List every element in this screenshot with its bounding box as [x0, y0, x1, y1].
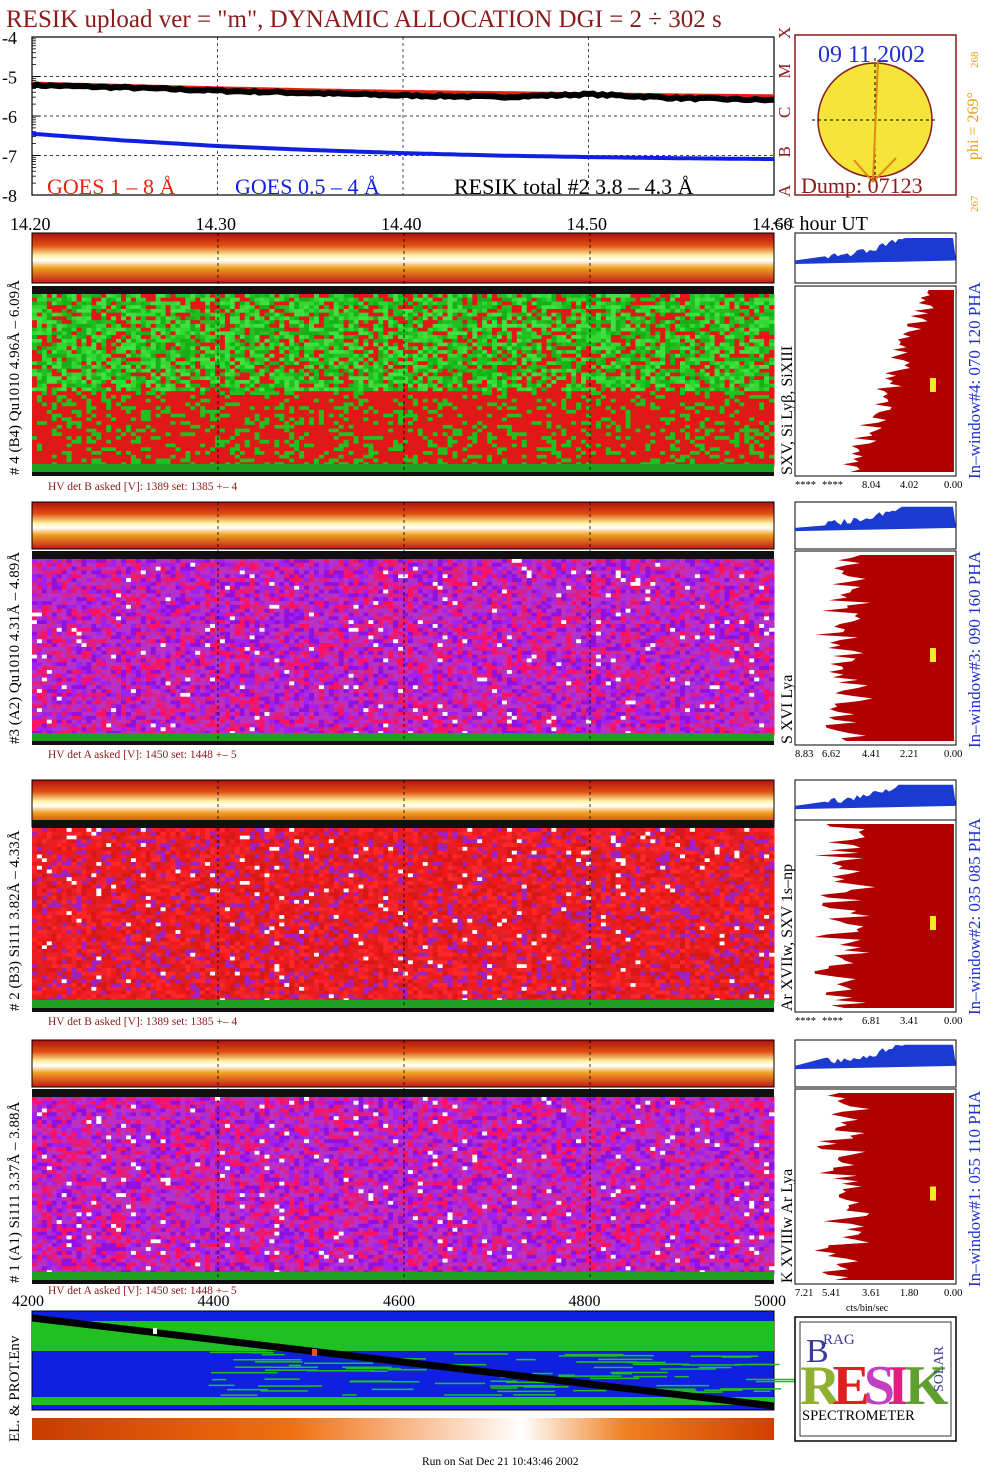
- y-tick-label: -5: [2, 68, 17, 88]
- channel-panel-ch2: HV det B asked [V]: 1389 set: 1385 +– 4 #…: [7, 780, 984, 1028]
- phi-angle-upper: 268: [969, 51, 981, 68]
- histogram-axis-label: 6.81: [862, 1016, 880, 1027]
- legend-goes-long: GOES 1 – 8 Å: [47, 174, 175, 199]
- window-marker: [930, 648, 936, 662]
- hv-status: HV det B asked [V]: 1389 set: 1385 +– 4: [48, 1016, 238, 1028]
- flare-class-label: A: [775, 184, 794, 197]
- in-window-label: In–window#1: 055 110 PHA: [965, 1090, 984, 1287]
- spectral-lines-label: S XVI Lya: [779, 675, 796, 744]
- histogram-axis-label: 4.41: [862, 749, 880, 760]
- histogram-axis-label: 5.41: [822, 1288, 840, 1299]
- histogram-axis-label: 6.62: [822, 749, 840, 760]
- x-axis-unit: << hour UT: [772, 213, 868, 235]
- channel-label: # 4 (B4) Qu1010 4.96Å – 6.09Å: [7, 280, 23, 475]
- histogram-axis-label: 0.00: [944, 1016, 962, 1027]
- x-tick-label: 14.50: [567, 214, 608, 234]
- run-timestamp: Run on Sat Dec 21 10:43:46 2002: [422, 1456, 579, 1468]
- bottom-x-tick-label: 4600: [383, 1293, 415, 1310]
- spectrogram-cells: [32, 1097, 775, 1275]
- histogram-axis-label: ****: [795, 1016, 816, 1027]
- sun-disk-panel: 09 11 2002 Dump: 07123 phi = 269° 268 26…: [795, 35, 982, 212]
- environment-label: EL. & PROT.Env: [7, 1335, 23, 1442]
- spectrogram-cells: [32, 294, 775, 467]
- flare-class-label: X: [775, 27, 794, 39]
- spectrogram-base-band: [32, 1272, 774, 1280]
- track-marker-white: [153, 1328, 157, 1334]
- phi-angle: phi = 269°: [965, 92, 982, 160]
- channel-panel-ch4: HV det B asked [V]: 1389 set: 1385 +– 4 #…: [7, 233, 984, 493]
- top-band-spectrogram: [32, 233, 774, 283]
- x-tick-label: 14.40: [381, 214, 422, 234]
- y-tick-label: -6: [2, 107, 17, 127]
- goes-lightcurve-panel: -4-5-6-7-814.20 14.30 14.40 14.50 14.60<< ho…: [2, 27, 868, 235]
- electron-band: [32, 1321, 774, 1351]
- top-band-spectrogram: [32, 1040, 774, 1087]
- histogram-axis-label: ****: [822, 480, 843, 491]
- in-window-label: In–window#3: 090 160 PHA: [965, 550, 984, 748]
- legend-goes-short: GOES 0.5 – 4 Å: [235, 174, 380, 199]
- histogram-axis-label: 2.21: [900, 749, 918, 760]
- x-tick-label: 14.30: [196, 214, 237, 234]
- histogram-axis-label: ****: [795, 480, 816, 491]
- particle-environment-panel: 4200 4400 4600 4800 5000 EL. & PROT.Env: [7, 1293, 808, 1442]
- bottom-x-tick-label: 4800: [569, 1293, 601, 1310]
- spectral-lines-label: Ar XVIIw, SXV 1s–np: [779, 864, 796, 1011]
- y-tick-label: -4: [2, 28, 17, 48]
- window-marker: [930, 916, 936, 930]
- y-tick-label: -7: [2, 147, 17, 167]
- histogram-axis-label: ****: [822, 1016, 843, 1027]
- observation-date: 09 11 2002: [818, 42, 925, 68]
- flare-class-label: M: [775, 63, 794, 78]
- flare-class-label: C: [775, 107, 794, 118]
- hv-status: HV det B asked [V]: 1389 set: 1385 +– 4: [48, 481, 238, 493]
- hv-status: HV det A asked [V]: 1450 set: 1448 +– 5: [48, 749, 237, 761]
- window-marker: [930, 378, 936, 392]
- dump-number: Dump: 07123: [801, 173, 923, 198]
- page-title: RESIK upload ver = "m", DYNAMIC ALLOCATI…: [6, 6, 722, 33]
- top-band-spectrogram: [32, 780, 774, 827]
- y-tick-label: -8: [2, 186, 17, 206]
- bottom-x-tick-label: 5000: [754, 1293, 786, 1310]
- spectrometer-channels: HV det B asked [V]: 1389 set: 1385 +– 4 #…: [7, 233, 984, 1314]
- phi-angle-lower: 267: [969, 195, 981, 212]
- track-marker-orange: [312, 1349, 317, 1356]
- histogram-axis-label: 3.41: [900, 1016, 918, 1027]
- histogram-axis-label: 8.83: [795, 749, 813, 760]
- channel-panel-ch1: HV det A asked [V]: 1450 set: 1448 +– 5#…: [7, 1040, 984, 1299]
- histogram-axis-label: 1.80: [900, 1288, 918, 1299]
- spectrogram-cells: [32, 559, 775, 736]
- histogram-axis-label: 0.00: [944, 749, 962, 760]
- in-window-label: In–window#2: 035 085 PHA: [965, 817, 984, 1015]
- histogram-axis-label: 0.00: [944, 480, 962, 491]
- proton-band: [32, 1397, 774, 1405]
- spectral-lines-label: K XVIIIw Ar Lya: [779, 1169, 796, 1283]
- x-tick-label: 14.20: [10, 214, 51, 234]
- bottom-x-tick-label: 4200: [12, 1293, 44, 1310]
- channel-panel-ch3: HV det A asked [V]: 1450 set: 1448 +– 5 #…: [7, 502, 984, 761]
- channel-label: # 2 (B3) Si111 3.82Å – 4.33Å: [7, 830, 23, 1011]
- resik-logo: B RAG RESIK SOLAR SPECTROMETER: [795, 1317, 956, 1441]
- bottom-x-tick-label: 4400: [198, 1293, 230, 1310]
- logo-footer: SPECTROMETER: [802, 1408, 915, 1424]
- top-band-spectrogram: [32, 502, 774, 549]
- histogram-axis-label: 0.00: [944, 1288, 962, 1299]
- histogram-axis-label: 8.04: [862, 480, 881, 491]
- spectrogram-base-band: [32, 733, 774, 741]
- histogram-unit: cts/bin/sec: [846, 1303, 889, 1314]
- histogram-axis-label: 3.61: [862, 1288, 880, 1299]
- spectrogram-base-band: [32, 1000, 774, 1008]
- spectrogram-base-band: [32, 464, 774, 472]
- spectrogram-cells: [32, 828, 775, 1003]
- in-window-label: In–window#4: 070 120 PHA: [965, 281, 984, 479]
- histogram-axis-label: 7.21: [795, 1288, 813, 1299]
- flare-class-label: B: [775, 146, 794, 157]
- histogram-axis-label: 4.02: [900, 480, 918, 491]
- orbit-illumination-bar: [32, 1418, 774, 1440]
- legend-resik-total: RESIK total #2 3.8 – 4.3 Å: [454, 174, 694, 199]
- spectral-lines-label: SXV, Si Lyβ, SiXIII: [779, 346, 796, 475]
- channel-label: # 1 (A1) Si111 3.37Å – 3.88Å: [7, 1101, 23, 1283]
- channel-label: #3 (A2) Qu1010 4.31Å – 4.89Å: [7, 552, 23, 744]
- window-marker: [930, 1187, 936, 1201]
